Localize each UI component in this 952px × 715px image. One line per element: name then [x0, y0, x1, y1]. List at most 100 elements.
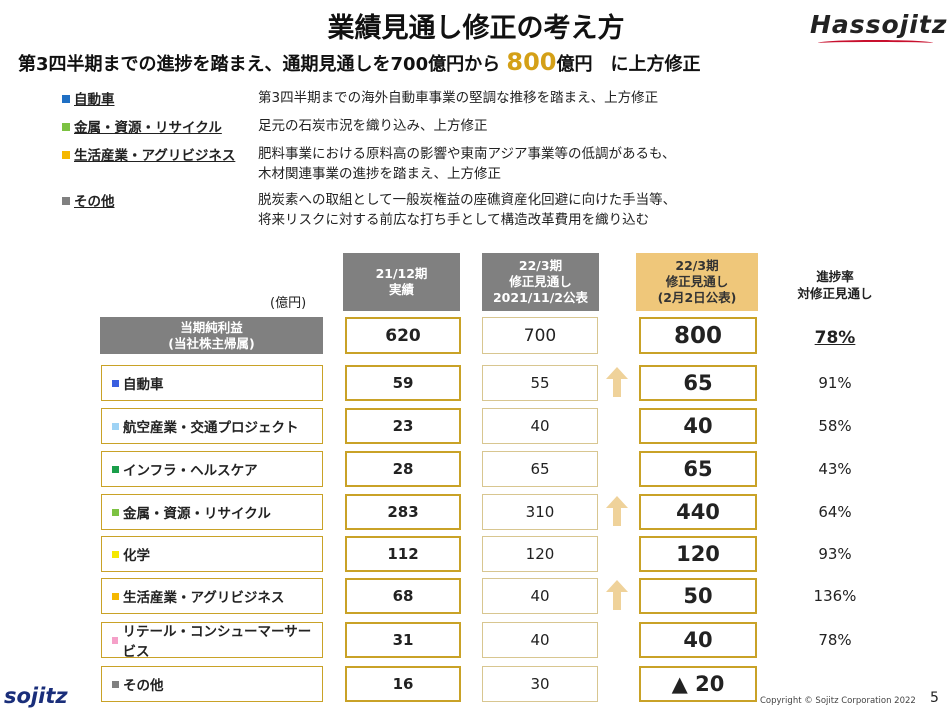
prev-forecast-value: 120: [482, 536, 598, 572]
actual-value: 28: [345, 451, 461, 487]
header-line: 進捗率: [816, 269, 854, 284]
subtitle-text-end: 億円 に上方修正: [556, 54, 701, 75]
header-line: 21/12期: [375, 266, 428, 281]
explanation-category: 自動車: [62, 88, 258, 108]
segment-name: 生活産業・アグリビジネス: [123, 590, 285, 606]
desc-line: 木材関連事業の進捗を踏まえ、上方修正: [258, 166, 501, 182]
revised-forecast-value: 50: [639, 578, 757, 614]
actual-value: 112: [345, 536, 461, 572]
page-title: 業績見通し修正の考え方: [327, 13, 625, 44]
logo-swoosh-icon: [818, 40, 933, 46]
revised-forecast-value: 440: [639, 494, 757, 530]
color-square-icon: [112, 422, 119, 430]
segment-name: 自動車: [123, 377, 164, 393]
explanation-category: 金属・資源・リサイクル: [62, 116, 258, 136]
header-revised-forecast: 22/3期 修正見通し (2月2日公表): [636, 253, 758, 311]
segment-label: 自動車: [101, 365, 323, 401]
explanation-category: その他: [62, 190, 258, 230]
category-label: 自動車: [74, 92, 115, 108]
color-square-icon: [62, 95, 70, 103]
copyright: Copyright © Sojitz Corporation 2022: [760, 696, 916, 706]
actual-value: 283: [345, 494, 461, 530]
hassojitz-logo: Hassojitz: [810, 10, 948, 39]
desc-line: 脱炭素への取組として一般炭権益の座礁資産化回避に向けた手当等、: [258, 192, 677, 208]
segment-name: 金属・資源・リサイクル: [123, 506, 271, 522]
segment-name: リテール・コンシューマーサービス: [122, 624, 312, 660]
color-square-icon: [112, 550, 119, 558]
revised-forecast-value: 65: [639, 451, 757, 487]
progress-value: 64%: [818, 503, 852, 521]
subtitle-highlight: 800: [506, 48, 557, 76]
explanation-desc: 第3四半期までの海外自動車事業の堅調な推移を踏まえ、上方修正: [258, 88, 658, 108]
header-line: 2021/11/2公表: [492, 290, 588, 305]
header-line: (2月2日公表): [657, 290, 737, 305]
up-arrow-icon: [606, 367, 628, 397]
total-revised: 800: [639, 317, 757, 354]
color-square-icon: [112, 508, 119, 516]
explanation-desc: 脱炭素への取組として一般炭権益の座礁資産化回避に向けた手当等、 将来リスクに対する…: [258, 190, 676, 230]
up-arrow-icon: [606, 580, 628, 610]
color-square-icon: [62, 151, 70, 159]
progress-value: 91%: [818, 374, 852, 392]
explanation-desc: 肥料事業における原料高の影響や東南アジア事業等の低調があるも、 木材関連事業の進捗…: [258, 144, 676, 184]
label-line: 当期純利益: [180, 320, 243, 335]
color-square-icon: [112, 636, 119, 644]
progress-value: 78%: [818, 631, 852, 649]
explanation-category: 生活産業・アグリビジネス: [62, 144, 258, 184]
actual-value: 68: [345, 578, 461, 614]
header-line: 実績: [388, 282, 414, 297]
subtitle: 第3四半期までの進捗を踏まえ、通期見通しを700億円から 800億円 に上方修正: [18, 48, 700, 76]
segment-name: その他: [123, 678, 164, 694]
header-line: 修正見通し: [665, 274, 729, 289]
explanation-item: 金属・資源・リサイクル 足元の石炭市況を織り込み、上方修正: [62, 116, 488, 136]
segment-label: リテール・コンシューマーサービス: [101, 622, 323, 660]
color-square-icon: [112, 592, 119, 600]
segment-label: 化学: [101, 536, 323, 572]
header-line: 修正見通し: [509, 274, 572, 289]
actual-value: 16: [345, 666, 461, 702]
desc-line: 足元の石炭市況を織り込み、上方修正: [258, 118, 488, 134]
total-label: 当期純利益 (当社株主帰属): [100, 317, 323, 354]
header-line: 22/3期: [518, 258, 563, 273]
revised-forecast-value: 40: [639, 408, 757, 444]
segment-name: インフラ・ヘルスケア: [123, 463, 258, 479]
color-square-icon: [112, 680, 119, 688]
prev-forecast-value: 310: [482, 494, 598, 530]
explanation-item: 生活産業・アグリビジネス 肥料事業における原料高の影響や東南アジア事業等の低調があ…: [62, 144, 676, 184]
up-arrow-icon: [606, 496, 628, 526]
category-label: その他: [74, 194, 115, 210]
revised-forecast-value: 40: [639, 622, 757, 658]
total-prev: 700: [482, 317, 598, 354]
page-number: 5: [930, 690, 939, 706]
progress-value: 136%: [813, 587, 857, 605]
segment-label: その他: [101, 666, 323, 702]
actual-value: 59: [345, 365, 461, 401]
segment-label: 航空産業・交通プロジェクト: [101, 408, 323, 444]
segment-label: 生活産業・アグリビジネス: [101, 578, 323, 614]
explanation-item: 自動車 第3四半期までの海外自動車事業の堅調な推移を踏まえ、上方修正: [62, 88, 658, 108]
segment-label: インフラ・ヘルスケア: [101, 451, 323, 487]
revised-forecast-value: 120: [639, 536, 757, 572]
segment-label: 金属・資源・リサイクル: [101, 494, 323, 530]
header-line: 22/3期: [675, 258, 719, 273]
color-square-icon: [112, 465, 119, 473]
sojitz-logo: sojitz: [4, 684, 68, 708]
progress-value: 43%: [818, 460, 852, 478]
label-line: (当社株主帰属): [168, 336, 255, 351]
actual-value: 23: [345, 408, 461, 444]
category-label: 金属・資源・リサイクル: [74, 120, 222, 136]
segment-name: 航空産業・交通プロジェクト: [123, 420, 299, 436]
header-progress: 進捗率 対修正見通し: [775, 268, 895, 302]
progress-value: 58%: [818, 417, 852, 435]
prev-forecast-value: 40: [482, 408, 598, 444]
color-square-icon: [62, 123, 70, 131]
header-prev-forecast: 22/3期 修正見通し 2021/11/2公表: [482, 253, 599, 311]
prev-forecast-value: 40: [482, 578, 598, 614]
desc-line: 将来リスクに対する前広な打ち手として構造改革費用を織り込む: [258, 212, 650, 228]
category-label: 生活産業・アグリビジネス: [74, 148, 236, 164]
prev-forecast-value: 40: [482, 622, 598, 658]
color-square-icon: [62, 197, 70, 205]
revised-forecast-value: 65: [639, 365, 757, 401]
prev-forecast-value: 55: [482, 365, 598, 401]
explanation-item: その他 脱炭素への取組として一般炭権益の座礁資産化回避に向けた手当等、 将来リスクに…: [62, 190, 676, 230]
